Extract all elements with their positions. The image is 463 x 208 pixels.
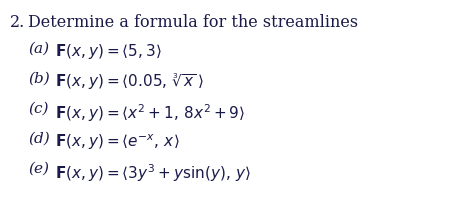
Text: $\mathbf{F}(x, y) = \langle x^2 + 1,\, 8x^2 + 9\rangle$: $\mathbf{F}(x, y) = \langle x^2 + 1,\, 8… <box>55 102 245 124</box>
Text: (a): (a) <box>28 42 49 56</box>
Text: (b): (b) <box>28 72 50 86</box>
Text: $\mathbf{F}(x, y) = \langle 5, 3\rangle$: $\mathbf{F}(x, y) = \langle 5, 3\rangle$ <box>55 42 162 61</box>
Text: (c): (c) <box>28 102 49 116</box>
Text: $\mathbf{F}(x, y) = \langle 0.05,\, \sqrt[3]{x}\,\rangle$: $\mathbf{F}(x, y) = \langle 0.05,\, \sqr… <box>55 72 204 92</box>
Text: Determine a formula for the streamlines: Determine a formula for the streamlines <box>28 14 358 31</box>
Text: (d): (d) <box>28 132 50 146</box>
Text: 2.: 2. <box>10 14 25 31</box>
Text: $\mathbf{F}(x, y) = \langle e^{-x},\, x\rangle$: $\mathbf{F}(x, y) = \langle e^{-x},\, x\… <box>55 132 180 152</box>
Text: $\mathbf{F}(x, y) = \langle 3y^3 + y\sin(y),\, y\rangle$: $\mathbf{F}(x, y) = \langle 3y^3 + y\sin… <box>55 162 251 184</box>
Text: (e): (e) <box>28 162 49 176</box>
